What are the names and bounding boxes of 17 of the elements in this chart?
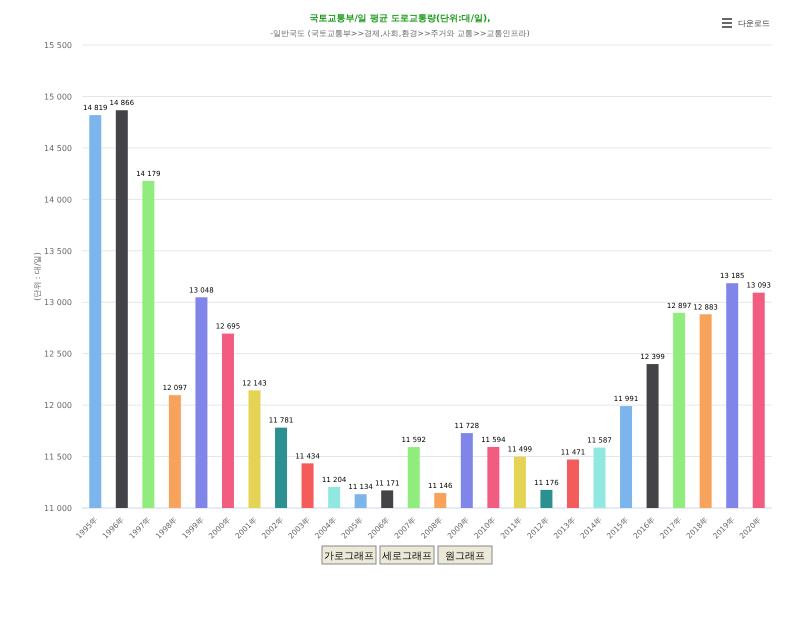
text: 가로그래프 bbox=[324, 551, 374, 562]
y-tick-label: 15 500 bbox=[44, 41, 72, 50]
y-tick-label: 14 000 bbox=[44, 195, 72, 204]
y-tick-label: 12 000 bbox=[44, 401, 72, 410]
y-axis-title: (단위 : 대/일) bbox=[33, 252, 42, 301]
chart-title: 국토교통부/일 평균 도로교통량(단위:대/일), bbox=[309, 14, 491, 24]
y-tick-label: 11 500 bbox=[44, 452, 72, 462]
y-tick-label: 12 500 bbox=[44, 350, 72, 359]
y-tick-label: 11 000 bbox=[44, 504, 72, 513]
y-tick-label: 13 500 bbox=[44, 246, 72, 256]
text: 세로그래프 bbox=[382, 551, 432, 562]
y-tick-label: 14 500 bbox=[44, 144, 72, 153]
text: 원그래프 bbox=[445, 551, 485, 562]
y-tick-label: 13 000 bbox=[44, 298, 72, 308]
text: 다운로드 bbox=[738, 19, 770, 28]
y-tick-label: 15 000 bbox=[44, 92, 72, 102]
chart-subtitle: -일반국도 (국토교통부>>경제,사회,환경>>주거와 교통>>교통인프라) bbox=[270, 29, 530, 38]
